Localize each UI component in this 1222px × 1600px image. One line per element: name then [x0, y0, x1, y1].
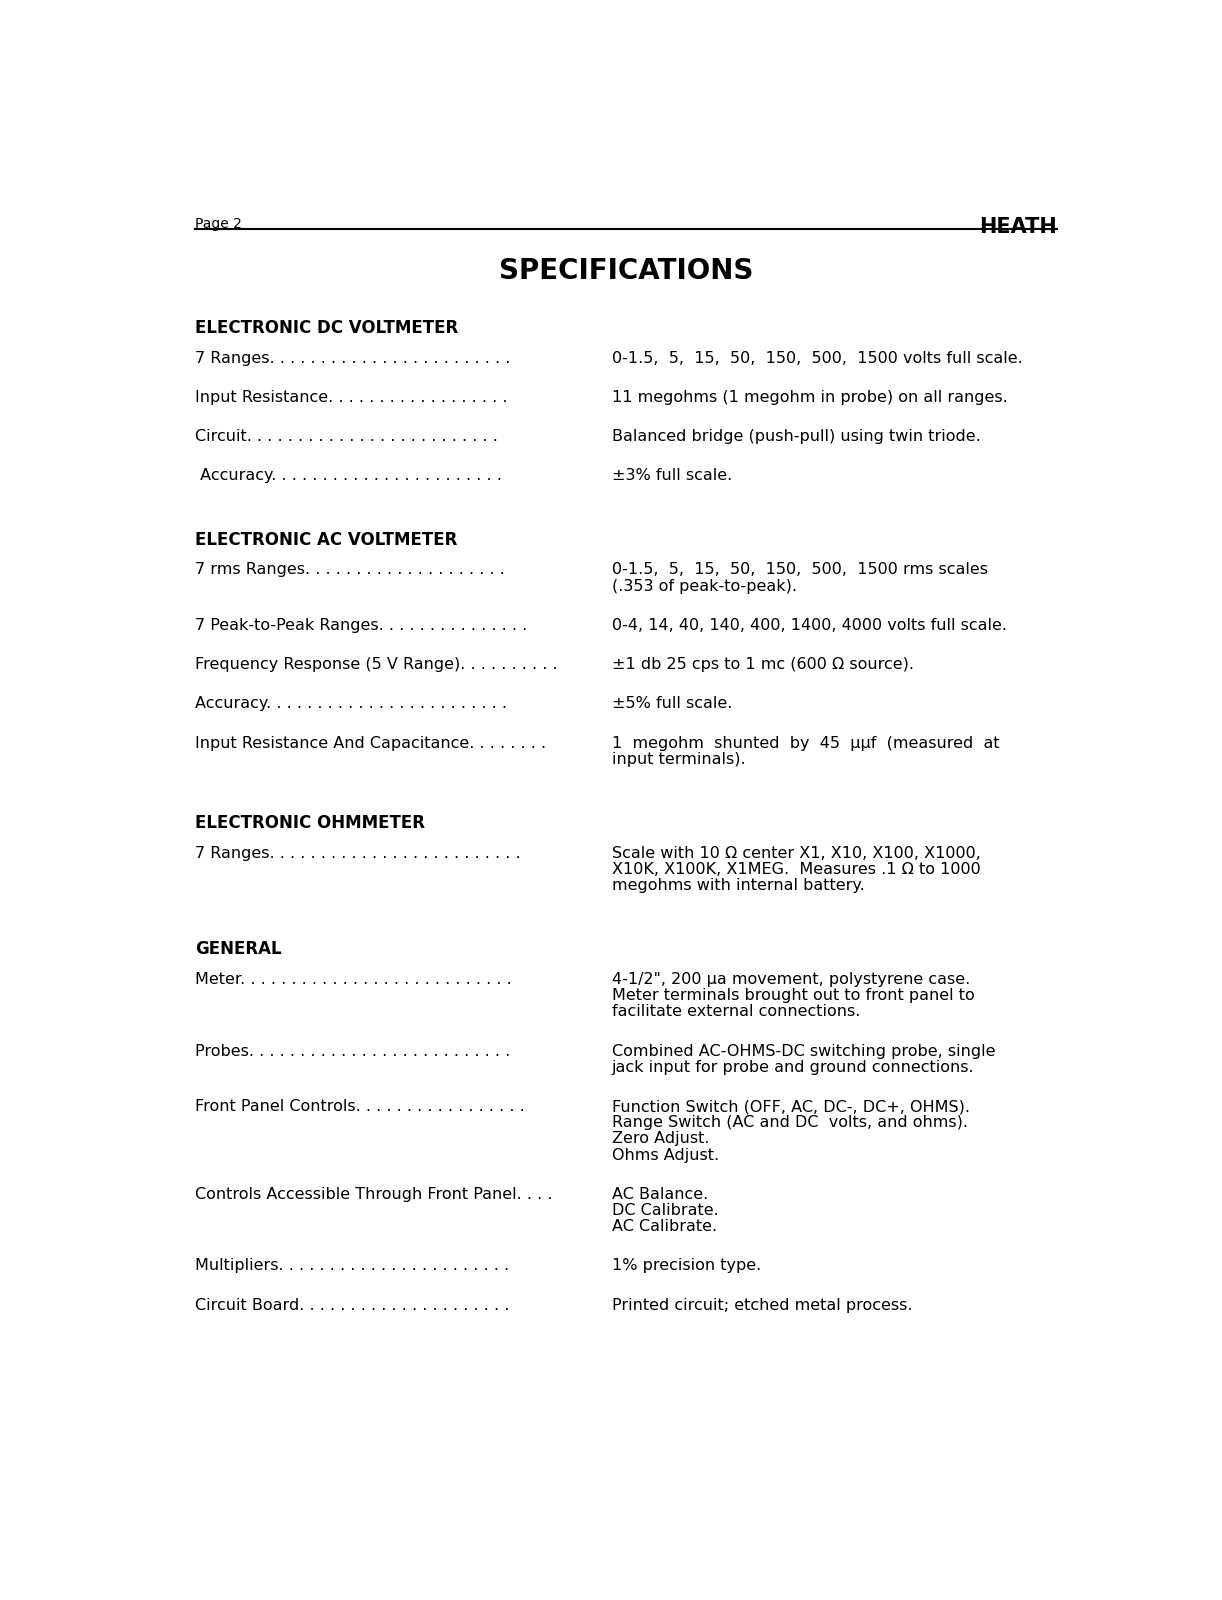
- Text: 4-1/2", 200 μa movement, polystyrene case.: 4-1/2", 200 μa movement, polystyrene cas…: [611, 973, 970, 987]
- Text: Input Resistance. . . . . . . . . . . . . . . . . .: Input Resistance. . . . . . . . . . . . …: [196, 390, 508, 405]
- Text: jack input for probe and ground connections.: jack input for probe and ground connecti…: [611, 1059, 974, 1075]
- Text: 0-4, 14, 40, 140, 400, 1400, 4000 volts full scale.: 0-4, 14, 40, 140, 400, 1400, 4000 volts …: [611, 618, 1007, 634]
- Text: 7 Ranges. . . . . . . . . . . . . . . . . . . . . . . . .: 7 Ranges. . . . . . . . . . . . . . . . …: [196, 846, 521, 861]
- Text: Multipliers. . . . . . . . . . . . . . . . . . . . . . .: Multipliers. . . . . . . . . . . . . . .…: [196, 1259, 510, 1274]
- Text: Range Switch (AC and DC  volts, and ohms).: Range Switch (AC and DC volts, and ohms)…: [611, 1115, 968, 1130]
- Text: input terminals).: input terminals).: [611, 752, 745, 766]
- Text: 7 Peak-to-Peak Ranges. . . . . . . . . . . . . . .: 7 Peak-to-Peak Ranges. . . . . . . . . .…: [196, 618, 528, 634]
- Text: Printed circuit; etched metal process.: Printed circuit; etched metal process.: [611, 1298, 912, 1312]
- Text: SPECIFICATIONS: SPECIFICATIONS: [499, 258, 754, 285]
- Text: 11 megohms (1 megohm in probe) on all ranges.: 11 megohms (1 megohm in probe) on all ra…: [611, 390, 1007, 405]
- Text: Input Resistance And Capacitance. . . . . . . .: Input Resistance And Capacitance. . . . …: [196, 736, 546, 750]
- Text: Page 2: Page 2: [196, 216, 242, 230]
- Text: Ohms Adjust.: Ohms Adjust.: [611, 1147, 719, 1163]
- Text: Zero Adjust.: Zero Adjust.: [611, 1131, 709, 1146]
- Text: HEATH: HEATH: [979, 216, 1057, 237]
- Text: AC Balance.: AC Balance.: [611, 1187, 708, 1202]
- Text: Front Panel Controls. . . . . . . . . . . . . . . . .: Front Panel Controls. . . . . . . . . . …: [196, 1099, 525, 1114]
- Text: Probes. . . . . . . . . . . . . . . . . . . . . . . . . .: Probes. . . . . . . . . . . . . . . . . …: [196, 1043, 511, 1059]
- Text: Combined AC-OHMS-DC switching probe, single: Combined AC-OHMS-DC switching probe, sin…: [611, 1043, 995, 1059]
- Text: 1% precision type.: 1% precision type.: [611, 1259, 761, 1274]
- Text: Controls Accessible Through Front Panel. . . .: Controls Accessible Through Front Panel.…: [196, 1187, 552, 1202]
- Text: Meter. . . . . . . . . . . . . . . . . . . . . . . . . . .: Meter. . . . . . . . . . . . . . . . . .…: [196, 973, 512, 987]
- Text: X10K, X100K, X1MEG.  Measures .1 Ω to 1000: X10K, X100K, X1MEG. Measures .1 Ω to 100…: [611, 862, 980, 877]
- Text: DC Calibrate.: DC Calibrate.: [611, 1203, 719, 1218]
- Text: Accuracy. . . . . . . . . . . . . . . . . . . . . . .: Accuracy. . . . . . . . . . . . . . . . …: [196, 469, 502, 483]
- Text: 0-1.5,  5,  15,  50,  150,  500,  1500 volts full scale.: 0-1.5, 5, 15, 50, 150, 500, 1500 volts f…: [611, 350, 1023, 366]
- Text: GENERAL: GENERAL: [196, 941, 282, 958]
- Text: 7 Ranges. . . . . . . . . . . . . . . . . . . . . . . .: 7 Ranges. . . . . . . . . . . . . . . . …: [196, 350, 511, 366]
- Text: Circuit. . . . . . . . . . . . . . . . . . . . . . . . .: Circuit. . . . . . . . . . . . . . . . .…: [196, 429, 499, 445]
- Text: ±5% full scale.: ±5% full scale.: [611, 696, 732, 712]
- Text: megohms with internal battery.: megohms with internal battery.: [611, 878, 864, 893]
- Text: AC Calibrate.: AC Calibrate.: [611, 1219, 716, 1234]
- Text: Scale with 10 Ω center X1, X10, X100, X1000,: Scale with 10 Ω center X1, X10, X100, X1…: [611, 846, 980, 861]
- Text: Accuracy. . . . . . . . . . . . . . . . . . . . . . . .: Accuracy. . . . . . . . . . . . . . . . …: [196, 696, 507, 712]
- Text: ±1 db 25 cps to 1 mc (600 Ω source).: ±1 db 25 cps to 1 mc (600 Ω source).: [611, 658, 914, 672]
- Text: Balanced bridge (push-pull) using twin triode.: Balanced bridge (push-pull) using twin t…: [611, 429, 980, 445]
- Text: Frequency Response (5 V Range). . . . . . . . . .: Frequency Response (5 V Range). . . . . …: [196, 658, 558, 672]
- Text: 0-1.5,  5,  15,  50,  150,  500,  1500 rms scales: 0-1.5, 5, 15, 50, 150, 500, 1500 rms sca…: [611, 562, 987, 578]
- Text: facilitate external connections.: facilitate external connections.: [611, 1005, 860, 1019]
- Text: ELECTRONIC AC VOLTMETER: ELECTRONIC AC VOLTMETER: [196, 531, 458, 549]
- Text: ELECTRONIC OHMMETER: ELECTRONIC OHMMETER: [196, 814, 425, 832]
- Text: 7 rms Ranges. . . . . . . . . . . . . . . . . . . .: 7 rms Ranges. . . . . . . . . . . . . . …: [196, 562, 505, 578]
- Text: (.353 of peak-to-peak).: (.353 of peak-to-peak).: [611, 579, 797, 594]
- Text: 1  megohm  shunted  by  45  μμf  (measured  at: 1 megohm shunted by 45 μμf (measured at: [611, 736, 1000, 750]
- Text: Function Switch (OFF, AC, DC-, DC+, OHMS).: Function Switch (OFF, AC, DC-, DC+, OHMS…: [611, 1099, 969, 1114]
- Text: Meter terminals brought out to front panel to: Meter terminals brought out to front pan…: [611, 989, 974, 1003]
- Text: ELECTRONIC DC VOLTMETER: ELECTRONIC DC VOLTMETER: [196, 318, 458, 338]
- Text: Circuit Board. . . . . . . . . . . . . . . . . . . . .: Circuit Board. . . . . . . . . . . . . .…: [196, 1298, 510, 1312]
- Text: ±3% full scale.: ±3% full scale.: [611, 469, 732, 483]
